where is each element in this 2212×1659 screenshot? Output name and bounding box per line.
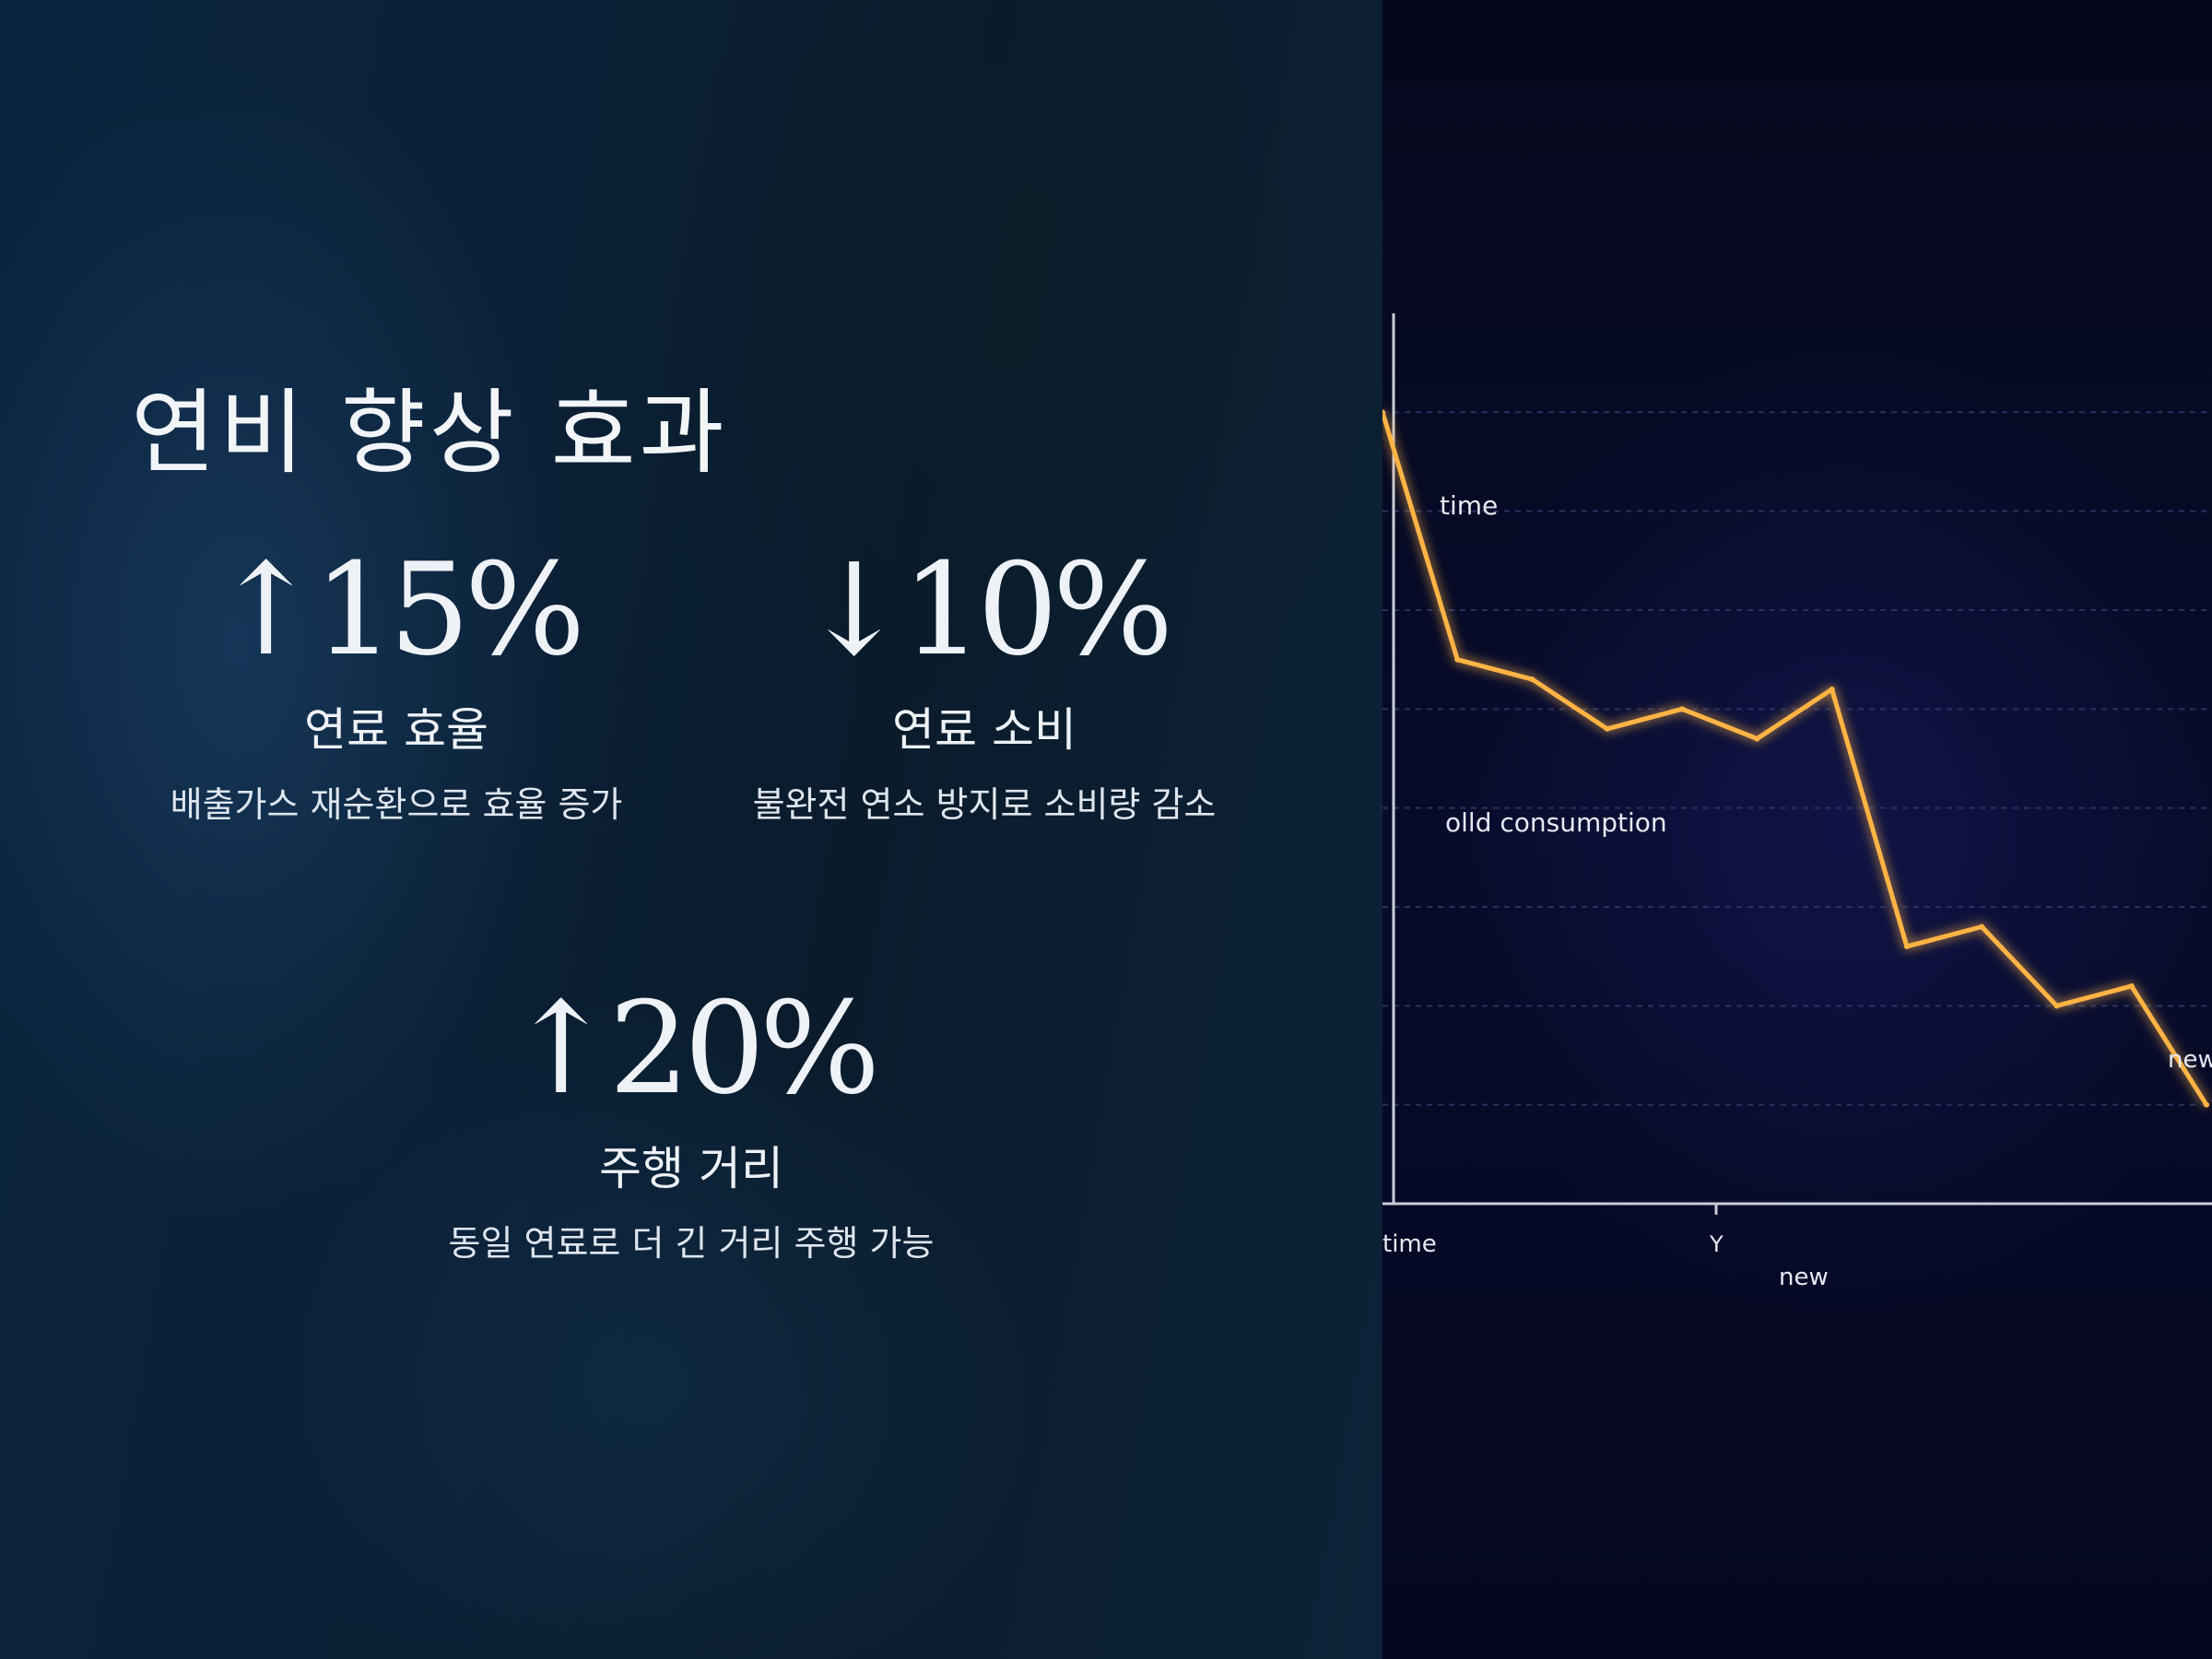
grid-lines: [1382, 411, 2212, 1106]
series-point: [1754, 735, 1760, 742]
stat-fuel-efficiency: ↑15% 연료 효율 배출가스 재순환으로 효율 증가: [74, 536, 719, 828]
page-title: 연비 향상 효과: [131, 379, 728, 487]
stat-fuel-consumption: ↓10% 연료 소비 불완전 연소 방지로 소비량 감소: [662, 536, 1307, 828]
annotation-time: time: [1440, 490, 1498, 521]
series-point: [2204, 1101, 2209, 1108]
series-line: [1382, 411, 2209, 1107]
stat-label: 연료 효율: [304, 703, 488, 757]
series-group: [1382, 409, 2209, 1108]
stat-value: ↓10%: [800, 535, 1173, 684]
stat-description: 동일 연료로 더 긴 거리 주행 가능: [448, 1223, 935, 1264]
series-point: [1382, 409, 1385, 416]
stat-driving-range: ↑20% 주행 거리 동일 연료로 더 긴 거리 주행 가능: [369, 975, 1014, 1266]
series-point: [1829, 686, 1835, 692]
series-point: [2053, 1003, 2060, 1009]
x-axis-label: new: [1779, 1264, 1829, 1291]
x-tick-label-time: time: [1382, 1230, 1437, 1258]
annotation-new: new: [2168, 1046, 2212, 1074]
series-point: [1679, 706, 1686, 712]
stat-description: 불완전 연소 방지로 소비량 감소: [752, 784, 1217, 825]
stat-value: ↑15%: [212, 535, 585, 684]
series-point: [1454, 656, 1461, 663]
annotation-old-consumption: olld consumption: [1445, 807, 1667, 838]
series-point: [2128, 982, 2135, 989]
series-point: [1979, 924, 1985, 930]
x-tick-label-y: Y: [1709, 1231, 1724, 1257]
stat-label: 주행 거리: [599, 1142, 783, 1195]
stat-label: 연료 소비: [892, 703, 1077, 757]
series-point: [1903, 943, 1910, 949]
left-panel: 연비 향상 효과 ↑15% 연료 효율 배출가스 재순환으로 효율 증가 ↓10…: [0, 0, 1382, 1659]
chart-panel: time olld consumption new time Y new: [1382, 0, 2212, 1659]
series-point: [1529, 677, 1535, 683]
stat-value: ↑20%: [507, 974, 880, 1123]
stat-description: 배출가스 재순환으로 효율 증가: [170, 784, 623, 825]
series-point: [1604, 725, 1610, 732]
line-chart: time olld consumption new time Y new: [1382, 313, 2212, 1291]
